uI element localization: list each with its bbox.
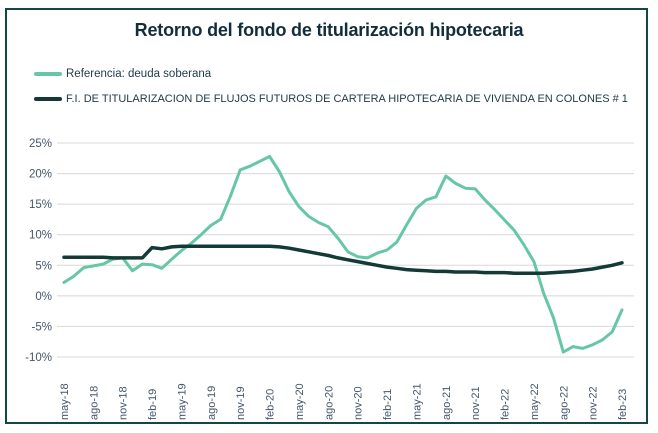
legend-label: F.I. DE TITULARIZACION DE FLUJOS FUTUROS… [66, 92, 628, 105]
y-axis-tick-label: 10% [29, 230, 52, 242]
legend-item-fondo: F.I. DE TITULARIZACION DE FLUJOS FUTUROS… [34, 91, 628, 106]
legend-item-referencia: Referencia: deuda soberana [34, 66, 628, 81]
x-axis-tick-label: may-18 [59, 383, 71, 420]
y-axis-tick-label: -5% [32, 321, 52, 333]
x-axis-tick-label: may-22 [529, 383, 541, 420]
x-axis-tick-label: feb-19 [147, 389, 159, 420]
x-axis-tick-label: feb-22 [500, 389, 512, 420]
x-axis-tick-label: nov-20 [353, 386, 365, 420]
y-axis-tick-label: -10% [25, 352, 52, 364]
x-axis-tick-label: nov-21 [470, 386, 482, 420]
x-axis-tick-label: nov-19 [235, 386, 247, 420]
x-axis-tick-label: nov-18 [118, 386, 130, 420]
series-line-fondo [62, 244, 624, 275]
chart-legend: Referencia: deuda soberana F.I. DE TITUL… [34, 66, 628, 106]
y-axis-tick-label: 5% [35, 260, 52, 272]
x-axis-tick-label: feb-20 [265, 389, 277, 420]
x-axis-tick-label: ago-20 [323, 386, 335, 420]
fund-line-swatch-icon [34, 96, 62, 101]
y-axis-tick-label: 20% [29, 169, 52, 181]
x-axis-tick-label: ago-22 [558, 386, 570, 420]
x-axis-tick-label: ago-21 [441, 386, 453, 420]
x-axis-tick-label: may-19 [177, 383, 189, 420]
x-axis-tick-label: ago-19 [206, 386, 218, 420]
y-axis-tick-label: 0% [35, 291, 52, 303]
x-axis-tick-label: may-20 [294, 383, 306, 420]
x-axis-tick-label: may-21 [411, 383, 423, 420]
x-axis-tick-label: nov-22 [588, 386, 600, 420]
chart-title: Retorno del fondo de titularización hipo… [134, 20, 524, 40]
reference-line-swatch-icon [34, 71, 62, 76]
y-axis-tick-label: 15% [29, 199, 52, 211]
series-line-referencia [62, 155, 624, 354]
x-axis-tick-label: feb-21 [382, 389, 394, 420]
x-axis-tick-label: feb-23 [617, 389, 629, 420]
y-axis-tick-label: 25% [29, 138, 52, 150]
x-axis-tick-label: ago-18 [88, 386, 100, 420]
legend-label: Referencia: deuda soberana [66, 67, 212, 80]
